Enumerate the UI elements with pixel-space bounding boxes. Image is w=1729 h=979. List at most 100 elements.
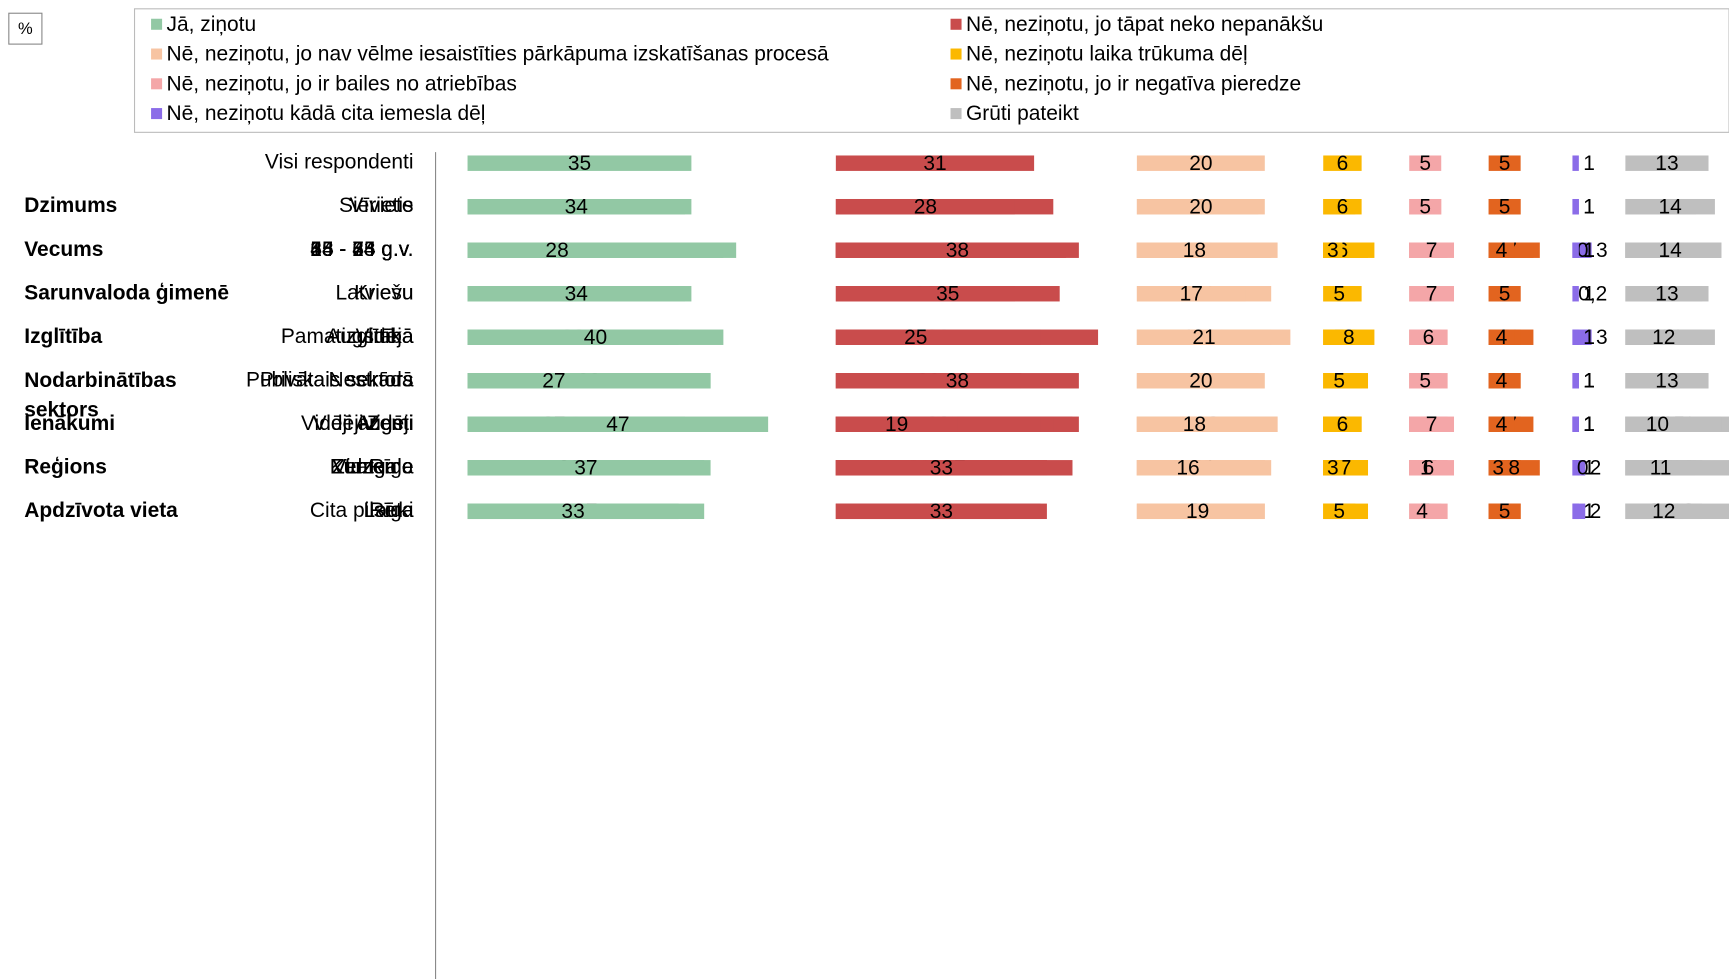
value-label: 7	[1340, 456, 1352, 479]
bar	[1136, 373, 1265, 389]
row-label: Vīrietis	[350, 194, 414, 217]
row-label: Sieviete	[339, 194, 414, 217]
row-label: Augstākā	[326, 325, 414, 348]
value-label: 33	[930, 456, 953, 479]
value-label: 6	[1337, 195, 1349, 218]
bar	[1136, 503, 1259, 520]
value-label: 1	[1583, 456, 1595, 479]
value-label: 11	[1650, 456, 1672, 479]
group-label: Vecums	[24, 238, 103, 261]
bar	[1488, 155, 1521, 171]
bar	[1136, 460, 1240, 476]
bar	[1136, 198, 1265, 215]
bar	[1323, 198, 1362, 215]
value-label: 33	[930, 500, 953, 523]
value-label: 3	[1596, 239, 1608, 262]
bar	[1488, 503, 1521, 520]
row-label: Vidzeme	[332, 455, 413, 478]
legend-swatch	[950, 18, 962, 30]
bar	[1572, 286, 1579, 302]
value-label: 20	[1189, 195, 1212, 218]
value-label: 37	[574, 456, 597, 479]
value-label: 31	[923, 152, 946, 175]
bar	[1409, 198, 1442, 215]
bar	[835, 286, 1060, 302]
value-label: 4	[1496, 369, 1508, 392]
bar	[1409, 503, 1435, 520]
row-label: Publiskais sektors	[246, 368, 414, 391]
legend-label: Nē, neziņotu laika trūkuma dēļ	[966, 43, 1248, 66]
value-label: 1	[1583, 195, 1595, 218]
bar	[835, 198, 1015, 215]
value-label: 1	[1583, 239, 1595, 262]
row-label: Zemgale	[332, 455, 413, 478]
value-label: 3	[1327, 456, 1339, 479]
row-label: Latgale	[345, 455, 414, 478]
bar	[1323, 329, 1375, 345]
value-label: 3	[1596, 326, 1608, 349]
bar	[1625, 460, 1696, 476]
value-label: 5	[1499, 152, 1511, 175]
bar	[1136, 416, 1253, 432]
value-label: 5	[1499, 282, 1511, 305]
bar	[1625, 286, 1709, 302]
bar	[1572, 460, 1586, 476]
group-label: Izglītība	[24, 325, 102, 348]
row-label: Vidējā	[356, 325, 414, 348]
unit-label: %	[18, 19, 33, 38]
row-label: Rīga	[369, 455, 414, 478]
value-label: 38	[946, 369, 969, 392]
value-label: 6	[1337, 413, 1349, 436]
value-label: 6	[1423, 326, 1435, 349]
bar	[835, 460, 1047, 476]
value-label: 20	[1189, 369, 1212, 392]
bar	[1488, 329, 1515, 345]
bar	[1572, 329, 1579, 345]
value-label: 0,2	[1578, 282, 1607, 305]
bar	[1572, 503, 1586, 520]
value-label: 7	[1426, 413, 1438, 436]
value-label: 13	[1655, 152, 1678, 175]
value-label: 40	[584, 326, 607, 349]
row-label: Zemi	[367, 412, 414, 435]
unit-box	[8, 12, 43, 45]
bar	[1625, 198, 1715, 215]
bar	[1625, 373, 1709, 389]
bar	[1409, 460, 1448, 476]
legend-label: Nē, neziņotu, jo nav vēlme iesaistīties …	[167, 43, 830, 66]
bar	[1323, 286, 1356, 302]
value-label: 21	[1192, 326, 1215, 349]
value-label: 1	[1583, 282, 1595, 305]
value-label: 18	[1183, 239, 1206, 262]
bar	[467, 373, 641, 389]
value-label: 1	[1583, 413, 1595, 436]
bar	[1323, 155, 1362, 171]
value-label: 1	[1583, 413, 1595, 436]
value-label: 5	[1419, 195, 1431, 218]
value-label: 7	[1426, 239, 1438, 262]
bar	[1323, 373, 1356, 389]
bar	[1136, 242, 1253, 258]
bar	[835, 503, 1047, 520]
bar	[467, 329, 724, 345]
value-label: 28	[545, 239, 568, 262]
bar	[1136, 155, 1265, 171]
value-label: 1	[1583, 326, 1595, 349]
bar	[1409, 460, 1416, 476]
row-label: 18 - 24 g.v.	[310, 238, 413, 261]
legend-label: Jā, ziņotu	[167, 13, 257, 36]
bar	[1136, 286, 1246, 302]
row-label: Cita pilsēta	[310, 499, 414, 522]
value-label: 28	[914, 195, 937, 218]
value-label: 6	[1423, 456, 1435, 479]
row-label: Pamatizglītība	[281, 325, 414, 348]
bar	[835, 373, 1079, 389]
value-label: 13	[1655, 369, 1678, 392]
value-label: 34	[565, 195, 589, 218]
bar	[1488, 460, 1508, 476]
value-label: 8	[1508, 456, 1520, 479]
group-label: Nodarbinātības sektors	[24, 368, 176, 421]
bar	[835, 242, 1079, 258]
value-label: 33	[561, 500, 584, 523]
